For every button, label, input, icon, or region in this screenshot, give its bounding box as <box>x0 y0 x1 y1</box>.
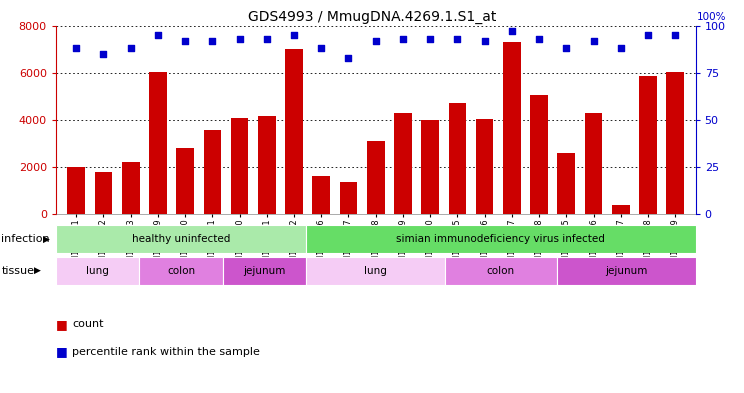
Text: healthy uninfected: healthy uninfected <box>132 234 230 244</box>
Point <box>397 36 409 42</box>
Bar <box>585 113 603 214</box>
Bar <box>612 205 629 214</box>
Point <box>315 45 327 51</box>
Text: lung: lung <box>365 266 387 276</box>
Point <box>506 28 518 34</box>
Point <box>615 45 626 51</box>
Bar <box>122 162 140 214</box>
Bar <box>56 257 139 285</box>
Text: count: count <box>72 319 103 329</box>
Bar <box>231 118 248 214</box>
Bar <box>204 130 221 214</box>
Point <box>478 37 490 44</box>
Bar <box>421 120 439 214</box>
Point <box>533 36 545 42</box>
Text: colon: colon <box>167 266 195 276</box>
Bar <box>285 49 303 214</box>
Bar <box>475 119 493 214</box>
Bar <box>312 176 330 214</box>
Point <box>288 32 300 38</box>
Bar <box>530 95 548 214</box>
Text: jejunum: jejunum <box>605 266 647 276</box>
Bar <box>222 257 307 285</box>
Text: tissue: tissue <box>1 266 34 276</box>
Point <box>588 37 600 44</box>
Point <box>261 36 273 42</box>
Point <box>97 51 109 57</box>
Bar <box>340 182 357 214</box>
Text: colon: colon <box>487 266 515 276</box>
Bar <box>503 42 521 214</box>
Point <box>560 45 572 51</box>
Text: simian immunodeficiency virus infected: simian immunodeficiency virus infected <box>397 234 606 244</box>
Bar <box>367 141 385 214</box>
Point <box>424 36 436 42</box>
Point <box>179 37 191 44</box>
Point <box>234 36 246 42</box>
Bar <box>176 148 194 214</box>
Point <box>125 45 137 51</box>
Text: GDS4993 / MmugDNA.4269.1.S1_at: GDS4993 / MmugDNA.4269.1.S1_at <box>248 10 496 24</box>
Bar <box>307 225 696 253</box>
Point <box>370 37 382 44</box>
Bar <box>139 257 222 285</box>
Bar <box>258 116 276 214</box>
Text: ▶: ▶ <box>34 266 41 275</box>
Text: jejunum: jejunum <box>243 266 286 276</box>
Text: lung: lung <box>86 266 109 276</box>
Text: infection: infection <box>1 234 50 244</box>
Point <box>670 32 682 38</box>
Bar <box>667 72 684 214</box>
Bar <box>307 257 445 285</box>
Point <box>642 32 654 38</box>
Text: ■: ■ <box>56 318 68 331</box>
Bar <box>394 113 411 214</box>
Point <box>70 45 82 51</box>
Bar <box>449 103 466 214</box>
Bar <box>445 257 557 285</box>
Point <box>452 36 464 42</box>
Text: 100%: 100% <box>697 12 727 22</box>
Bar <box>56 225 307 253</box>
Point <box>152 32 164 38</box>
Point <box>342 55 354 61</box>
Bar <box>94 172 112 214</box>
Bar <box>557 257 696 285</box>
Point <box>206 37 218 44</box>
Text: percentile rank within the sample: percentile rank within the sample <box>72 347 260 357</box>
Bar <box>639 76 657 214</box>
Bar <box>557 153 575 214</box>
Text: ■: ■ <box>56 345 68 358</box>
Text: ▶: ▶ <box>43 235 50 244</box>
Bar <box>149 72 167 214</box>
Bar <box>68 167 85 214</box>
